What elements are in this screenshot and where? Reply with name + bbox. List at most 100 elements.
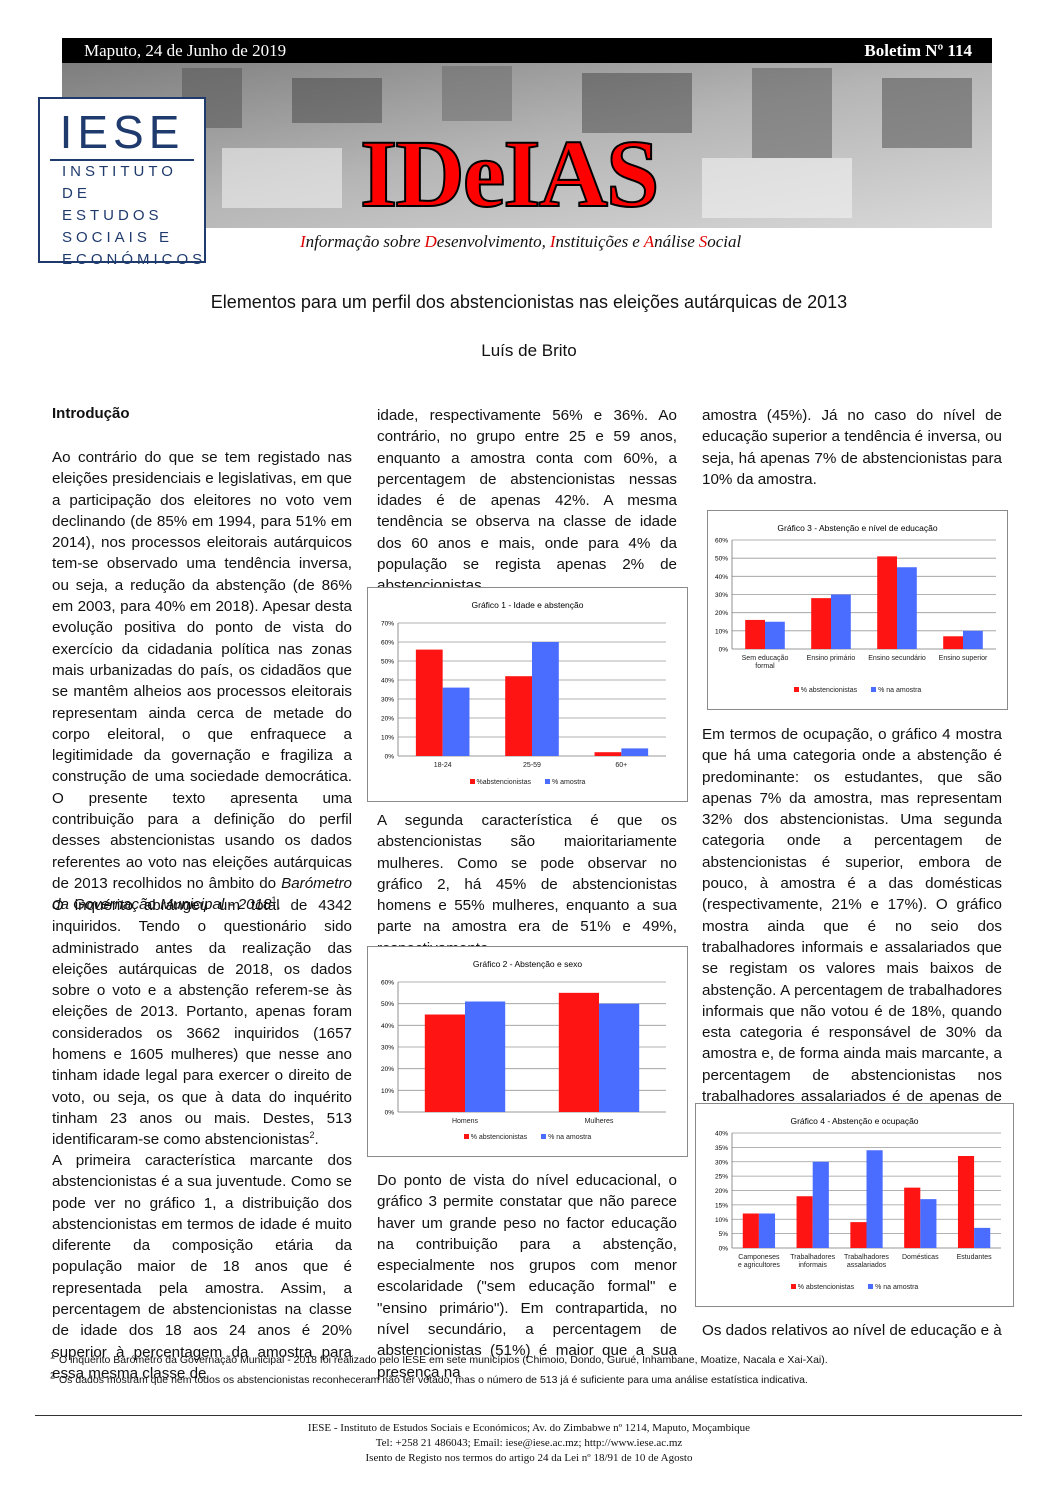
paragraph: A segunda característica é que os absten… [377,810,677,959]
y-tick-label: 40% [715,1131,728,1138]
footnote-text: Os dados mostram que nem todos os absten… [59,1374,808,1386]
y-tick-label: 0% [719,1246,729,1253]
paragraph: O inquérito abrangeu um total de 4342 in… [52,895,352,1151]
y-tick-label: 50% [715,556,728,563]
legend-label: % amostra [552,779,586,786]
x-tick-label: Mulheres [584,1118,614,1125]
bar [505,676,532,756]
footer-rule [35,1415,1022,1416]
subtitle-word: Análise [643,232,695,251]
bar [621,748,649,756]
legend: % abstencionistas % na amostra [708,687,1007,694]
x-tick-label: Trabalhadores assalariados [844,1254,889,1269]
bar [465,1001,506,1112]
subtitle-word: Instituições [549,232,629,251]
y-tick-label: 30% [381,1045,394,1052]
chart-canvas: Gráfico 1 - Idade e abstenção 0% 10% 20% 30%… [381,600,666,761]
paragraph-text: idade, respectivamente 56% e 36%. Ao con… [377,407,677,595]
bar [812,1161,829,1248]
author: Luís de Brito [481,341,577,360]
legend-label: % na amostra [875,1284,919,1291]
subtitle-word: Social [698,232,742,251]
subtitle-word: e [632,232,640,251]
legend-label: %abstencionistas [476,779,531,786]
paragraph-text: A segunda característica é que os absten… [377,812,677,957]
chart: Gráfico 3 - Abstenção e nível de educaçã… [707,510,1008,710]
bar [765,621,785,649]
footer-line: IESE - Instituto de Estudos Sociais e Ec… [307,1422,751,1434]
bar [424,1014,465,1112]
logo-line: SOCIAIS E [62,229,174,246]
bar [442,687,470,756]
y-tick-label: 30% [381,697,394,704]
y-tick-label: 30% [715,1159,728,1166]
y-tick-label: 0% [719,647,729,654]
paragraph-end: . [314,1131,319,1149]
bar [415,649,443,756]
subtitle-word: Informação [300,232,380,251]
legend-label: % na amostra [878,687,922,694]
chart: Gráfico 1 - Idade e abstenção 0% 10% 20% 30%… [367,587,688,802]
subtitle-word: sobre [383,232,421,251]
legend-swatch [545,779,550,784]
legend-swatch [541,1134,547,1139]
y-tick-label: 30% [715,592,728,599]
paragraph: Ao contrário do que se tem registado nas… [52,447,352,916]
legend-swatch [871,687,877,692]
x-tick-label: Estudantes [956,1254,992,1261]
legend-item: % abstencionistas [793,687,858,694]
y-tick-label: 10% [381,1088,394,1095]
footnote-text: O inquérito Barómetro da Governação Muni… [59,1354,828,1366]
bar [974,1227,991,1248]
legend-swatch [793,687,799,692]
legend-swatch [469,779,475,784]
legend-swatch [790,1284,796,1289]
x-tick-label: 25-59 [523,762,541,769]
bar [957,1156,975,1248]
y-tick-label: 15% [715,1202,728,1209]
x-tick-label: Camponeses e agricultores [737,1254,780,1269]
y-tick-label: 35% [715,1145,728,1152]
bar [850,1222,867,1248]
x-tick-label: Ensino secundário [868,655,926,662]
x-tick-label: 18-24 [433,762,452,769]
bar [920,1199,937,1248]
y-tick-label: 60% [381,980,394,987]
y-tick-label: 20% [381,716,394,723]
bar [877,556,897,649]
x-tick-label: Trabalhadores informais [790,1254,836,1269]
paragraph-text: Em termos de ocupação, o gráfico 4 mostr… [702,726,1002,1148]
bar [745,619,765,649]
chart: Gráfico 4 - Abstenção e ocupação 0% 5% 10% 1… [695,1103,1014,1307]
chart-canvas: Gráfico 4 - Abstenção e ocupação 0% 5% 10% 1… [715,1116,1001,1253]
date: Maputo, 24 de Junho de 2019 [84,41,287,60]
footnote: 2 Os dados mostram que nem todos os abste… [50,1371,1010,1386]
bar [811,598,831,649]
paragraph: A primeira característica marcante dos a… [52,1150,352,1384]
y-tick-label: 10% [715,628,728,635]
y-tick-label: 20% [715,1188,728,1195]
legend-item: % abstencionistas [790,1284,854,1291]
legend-item: % na amostra [871,687,921,694]
bar [897,567,917,649]
legend-swatch [868,1284,874,1289]
bar [943,636,963,649]
logo: IESE INSTITUTO DE ESTUDOS SOCIAIS E ECONÓMIC… [38,97,206,268]
y-tick-label: 20% [715,610,728,617]
x-tick-label: 60+ [615,762,628,769]
x-tick-label: Ensino superior [938,655,988,662]
legend-item: % na amostra [868,1284,918,1291]
bar [831,594,851,649]
legend-item: % abstencionistas [463,1134,527,1141]
y-tick-label: 40% [715,574,728,581]
note-ref: 1 [271,895,277,906]
legend-label: % abstencionistas [800,687,858,694]
legend: % abstencionistas % na amostra [696,1284,1013,1291]
y-tick-label: 50% [381,1001,394,1008]
bar [904,1187,921,1248]
paragraph: Do ponto de vista do nível educacional, … [377,1170,677,1383]
footer-line: Tel: +258 21 486043; Email: iese@iese.ac… [375,1437,683,1449]
header-photo [62,38,992,228]
